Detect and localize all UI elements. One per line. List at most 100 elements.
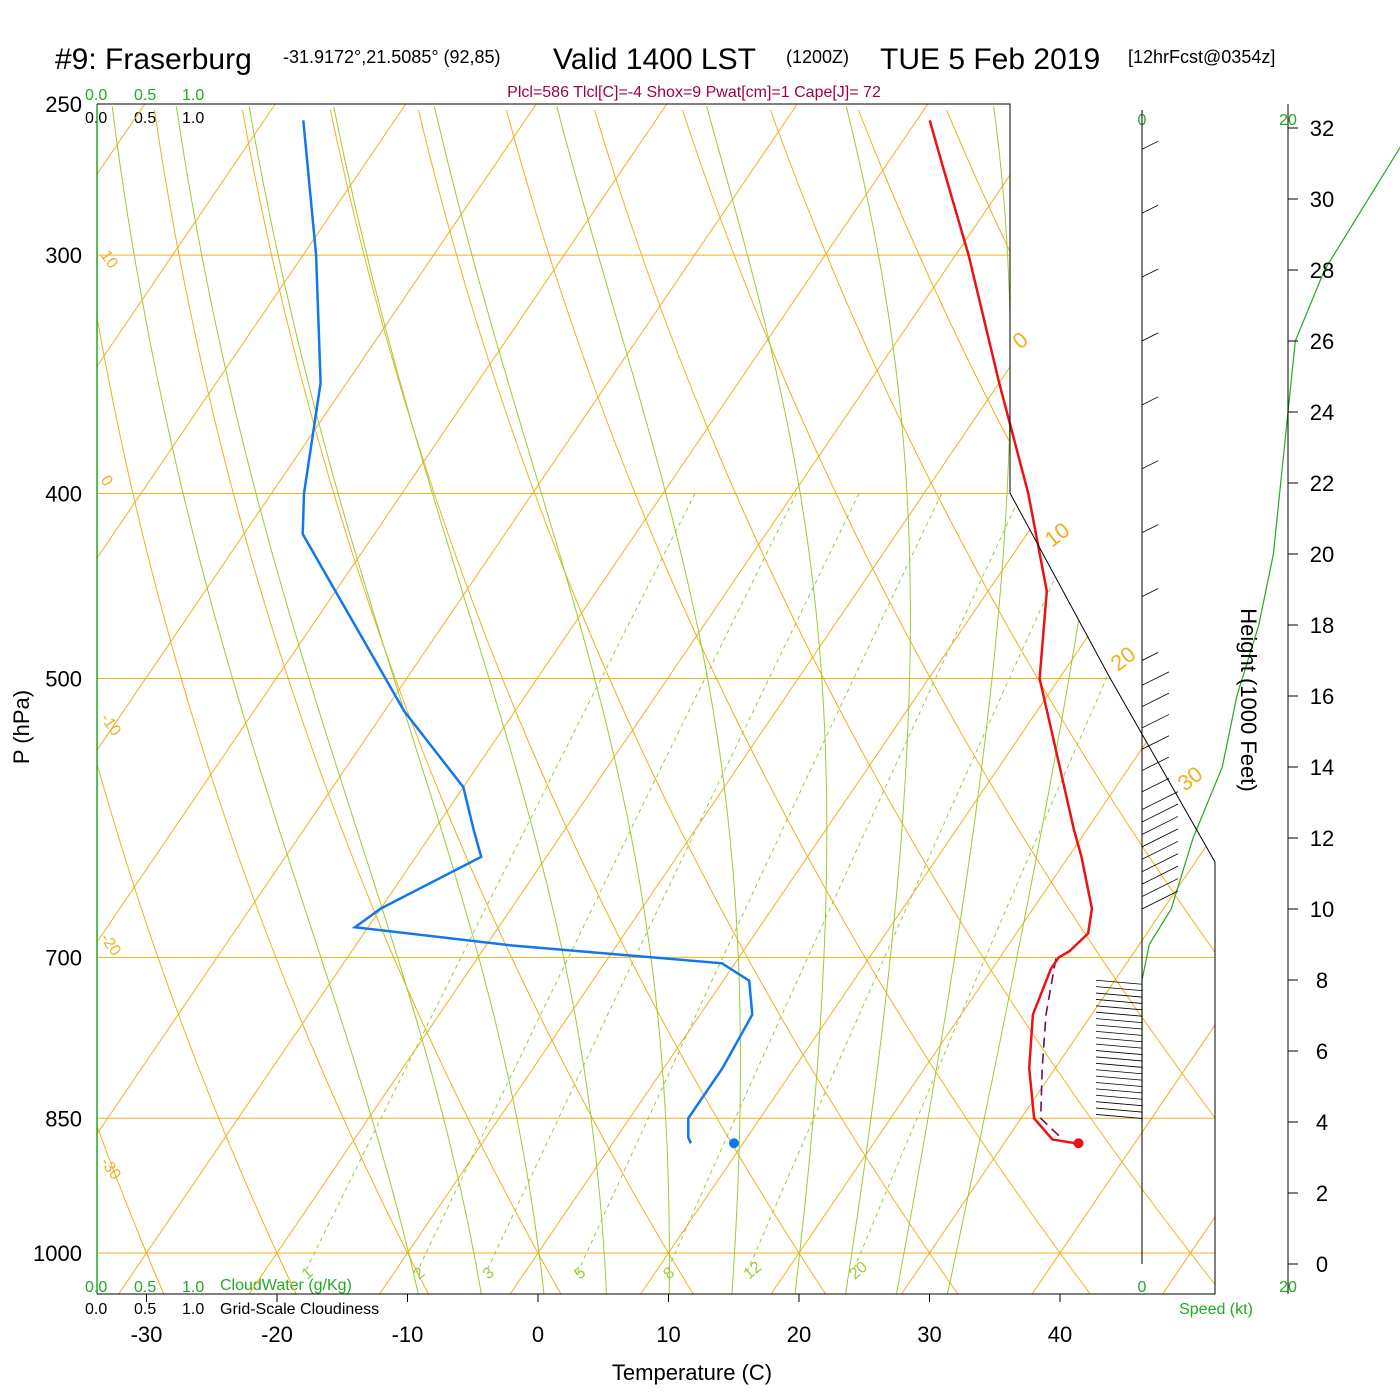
wind-barb bbox=[1095, 1050, 1143, 1055]
dry-adiabat-line bbox=[418, 109, 959, 1294]
wind-barb bbox=[1141, 140, 1159, 150]
isotherm-line bbox=[97, 104, 276, 1294]
wind-barb bbox=[1141, 840, 1179, 860]
wind-barb bbox=[1141, 268, 1159, 278]
wind-barb bbox=[1141, 524, 1159, 534]
chart-title-date: TUE 5 Feb 2019 bbox=[880, 43, 1100, 76]
mixing-ratio-label: 12 bbox=[741, 1259, 766, 1284]
height-tick-label: 22 bbox=[1310, 471, 1334, 496]
height-tick-label: 0 bbox=[1316, 1252, 1328, 1277]
speed-tick-label-bottom: 0 bbox=[1138, 1279, 1147, 1296]
temperature-axis-title: Temperature (C) bbox=[612, 1360, 772, 1385]
isotherm-line bbox=[1031, 104, 1215, 1294]
cloudiness-tick: 1.0 bbox=[182, 1301, 204, 1318]
height-tick-label: 28 bbox=[1310, 258, 1334, 283]
wind-barb bbox=[1141, 853, 1179, 873]
isotherm-line bbox=[901, 104, 1215, 1294]
wind-barb bbox=[1141, 671, 1170, 686]
mixing-ratio-line bbox=[304, 493, 696, 1273]
cloudiness-label: Grid-Scale Cloudiness bbox=[220, 1301, 379, 1318]
pressure-tick-label: 250 bbox=[45, 92, 82, 117]
temperature-tick-label: 30 bbox=[917, 1322, 941, 1347]
cloudiness-tick: 0.0 bbox=[85, 1301, 107, 1318]
dry-adiabat-line bbox=[594, 109, 1215, 1294]
wind-barb bbox=[1095, 1018, 1143, 1023]
cloudwater-tick: 1.0 bbox=[182, 87, 204, 104]
wind-barb bbox=[1095, 1082, 1143, 1087]
isotherm-right-label: 0 bbox=[1008, 327, 1033, 354]
pressure-tick-label: 1000 bbox=[33, 1241, 82, 1266]
cloudiness-tick: 0.5 bbox=[134, 1301, 156, 1318]
dry-adiabat-line bbox=[506, 109, 1091, 1294]
wind-barb bbox=[1095, 1056, 1143, 1062]
surface-dewpoint-dot bbox=[728, 1138, 739, 1149]
cloudwater-tick: 0.5 bbox=[134, 1279, 156, 1296]
speed-axis-title: Speed (kt) bbox=[1179, 1301, 1253, 1318]
sounding-traces bbox=[301, 120, 1400, 1149]
height-tick-label: 10 bbox=[1310, 897, 1334, 922]
wind-barb bbox=[1095, 979, 1143, 985]
mixing-ratio-line bbox=[485, 493, 860, 1273]
wind-barb bbox=[1141, 803, 1179, 823]
chart-title-station: #9: Fraserburg bbox=[55, 43, 252, 76]
temperature-tick-label: 10 bbox=[656, 1322, 680, 1347]
height-tick-label: 16 bbox=[1310, 684, 1334, 709]
wind-barb bbox=[1141, 816, 1179, 835]
pressure-tick-label: 850 bbox=[45, 1106, 82, 1131]
mixing-ratio-line bbox=[852, 493, 1189, 1273]
wind-barb bbox=[1141, 735, 1170, 750]
isotherm-right-label: 30 bbox=[1173, 761, 1208, 796]
surface-temperature-dot bbox=[1073, 1138, 1084, 1149]
isotherm-label: 10 bbox=[97, 248, 121, 272]
temperature-tick-label: -30 bbox=[131, 1322, 163, 1347]
isotherm-line bbox=[97, 104, 798, 1294]
moist-adiabat-line bbox=[706, 106, 828, 1294]
wind-barb bbox=[1095, 1037, 1143, 1043]
wind-barb bbox=[1141, 791, 1179, 810]
moist-adiabat-line bbox=[556, 106, 741, 1294]
wind-barb bbox=[1141, 890, 1179, 910]
isotherm-right-label: 20 bbox=[1106, 641, 1141, 676]
plot-frame bbox=[97, 103, 1216, 1295]
wind-barb bbox=[1095, 1005, 1143, 1011]
wind-barb bbox=[1141, 714, 1170, 729]
wind-barb bbox=[1095, 1062, 1143, 1068]
cloudwater-tick: 1.0 bbox=[182, 1279, 204, 1296]
wind-speed-profile bbox=[1141, 146, 1400, 1122]
height-tick-label: 12 bbox=[1310, 826, 1334, 851]
cloudwater-scale-bottom: 0.0 0.5 1.0 CloudWater (g/Kg) 0.0 0.5 1.… bbox=[85, 1277, 379, 1318]
wind-barb bbox=[1095, 1011, 1143, 1017]
chart-title-zulu: (1200Z) bbox=[786, 47, 849, 67]
wind-barb bbox=[1095, 992, 1143, 998]
pressure-tick-label: 500 bbox=[45, 667, 82, 692]
height-tick-label: 8 bbox=[1316, 968, 1328, 993]
height-tick-label: 4 bbox=[1316, 1110, 1328, 1135]
isotherm-label: -20 bbox=[97, 931, 124, 960]
mixing-ratio-line bbox=[416, 493, 797, 1273]
wind-barb bbox=[1141, 756, 1170, 771]
wind-barb bbox=[1141, 396, 1159, 406]
mixing-ratio-line bbox=[746, 493, 1094, 1273]
isotherm-line bbox=[379, 104, 1190, 1294]
height-tick-label: 30 bbox=[1310, 187, 1334, 212]
moist-adiabat-line bbox=[175, 106, 482, 1294]
wind-barb bbox=[1095, 999, 1143, 1004]
isotherm-line bbox=[97, 104, 407, 1294]
mixing-ratio-label: 5 bbox=[572, 1264, 590, 1283]
wind-barb bbox=[1095, 1088, 1143, 1094]
wind-barb bbox=[1095, 1030, 1143, 1036]
wind-barb bbox=[1095, 1094, 1143, 1100]
wind-barb bbox=[1141, 828, 1179, 848]
background-lines bbox=[97, 104, 1215, 1294]
height-tick-label: 6 bbox=[1316, 1039, 1328, 1064]
wind-barb bbox=[1141, 692, 1170, 708]
moist-adiabat-line bbox=[111, 106, 419, 1294]
height-tick-label: 18 bbox=[1310, 613, 1334, 638]
isotherm-label: -30 bbox=[97, 1155, 124, 1184]
isotherm-line bbox=[97, 104, 668, 1294]
dry-adiabat-line bbox=[153, 109, 562, 1294]
isotherm-label: 0 bbox=[97, 473, 116, 490]
height-tick-label: 26 bbox=[1310, 329, 1334, 354]
cloudiness-tick: 1.0 bbox=[182, 110, 204, 127]
mixing-ratio-label: 2 bbox=[411, 1264, 429, 1283]
